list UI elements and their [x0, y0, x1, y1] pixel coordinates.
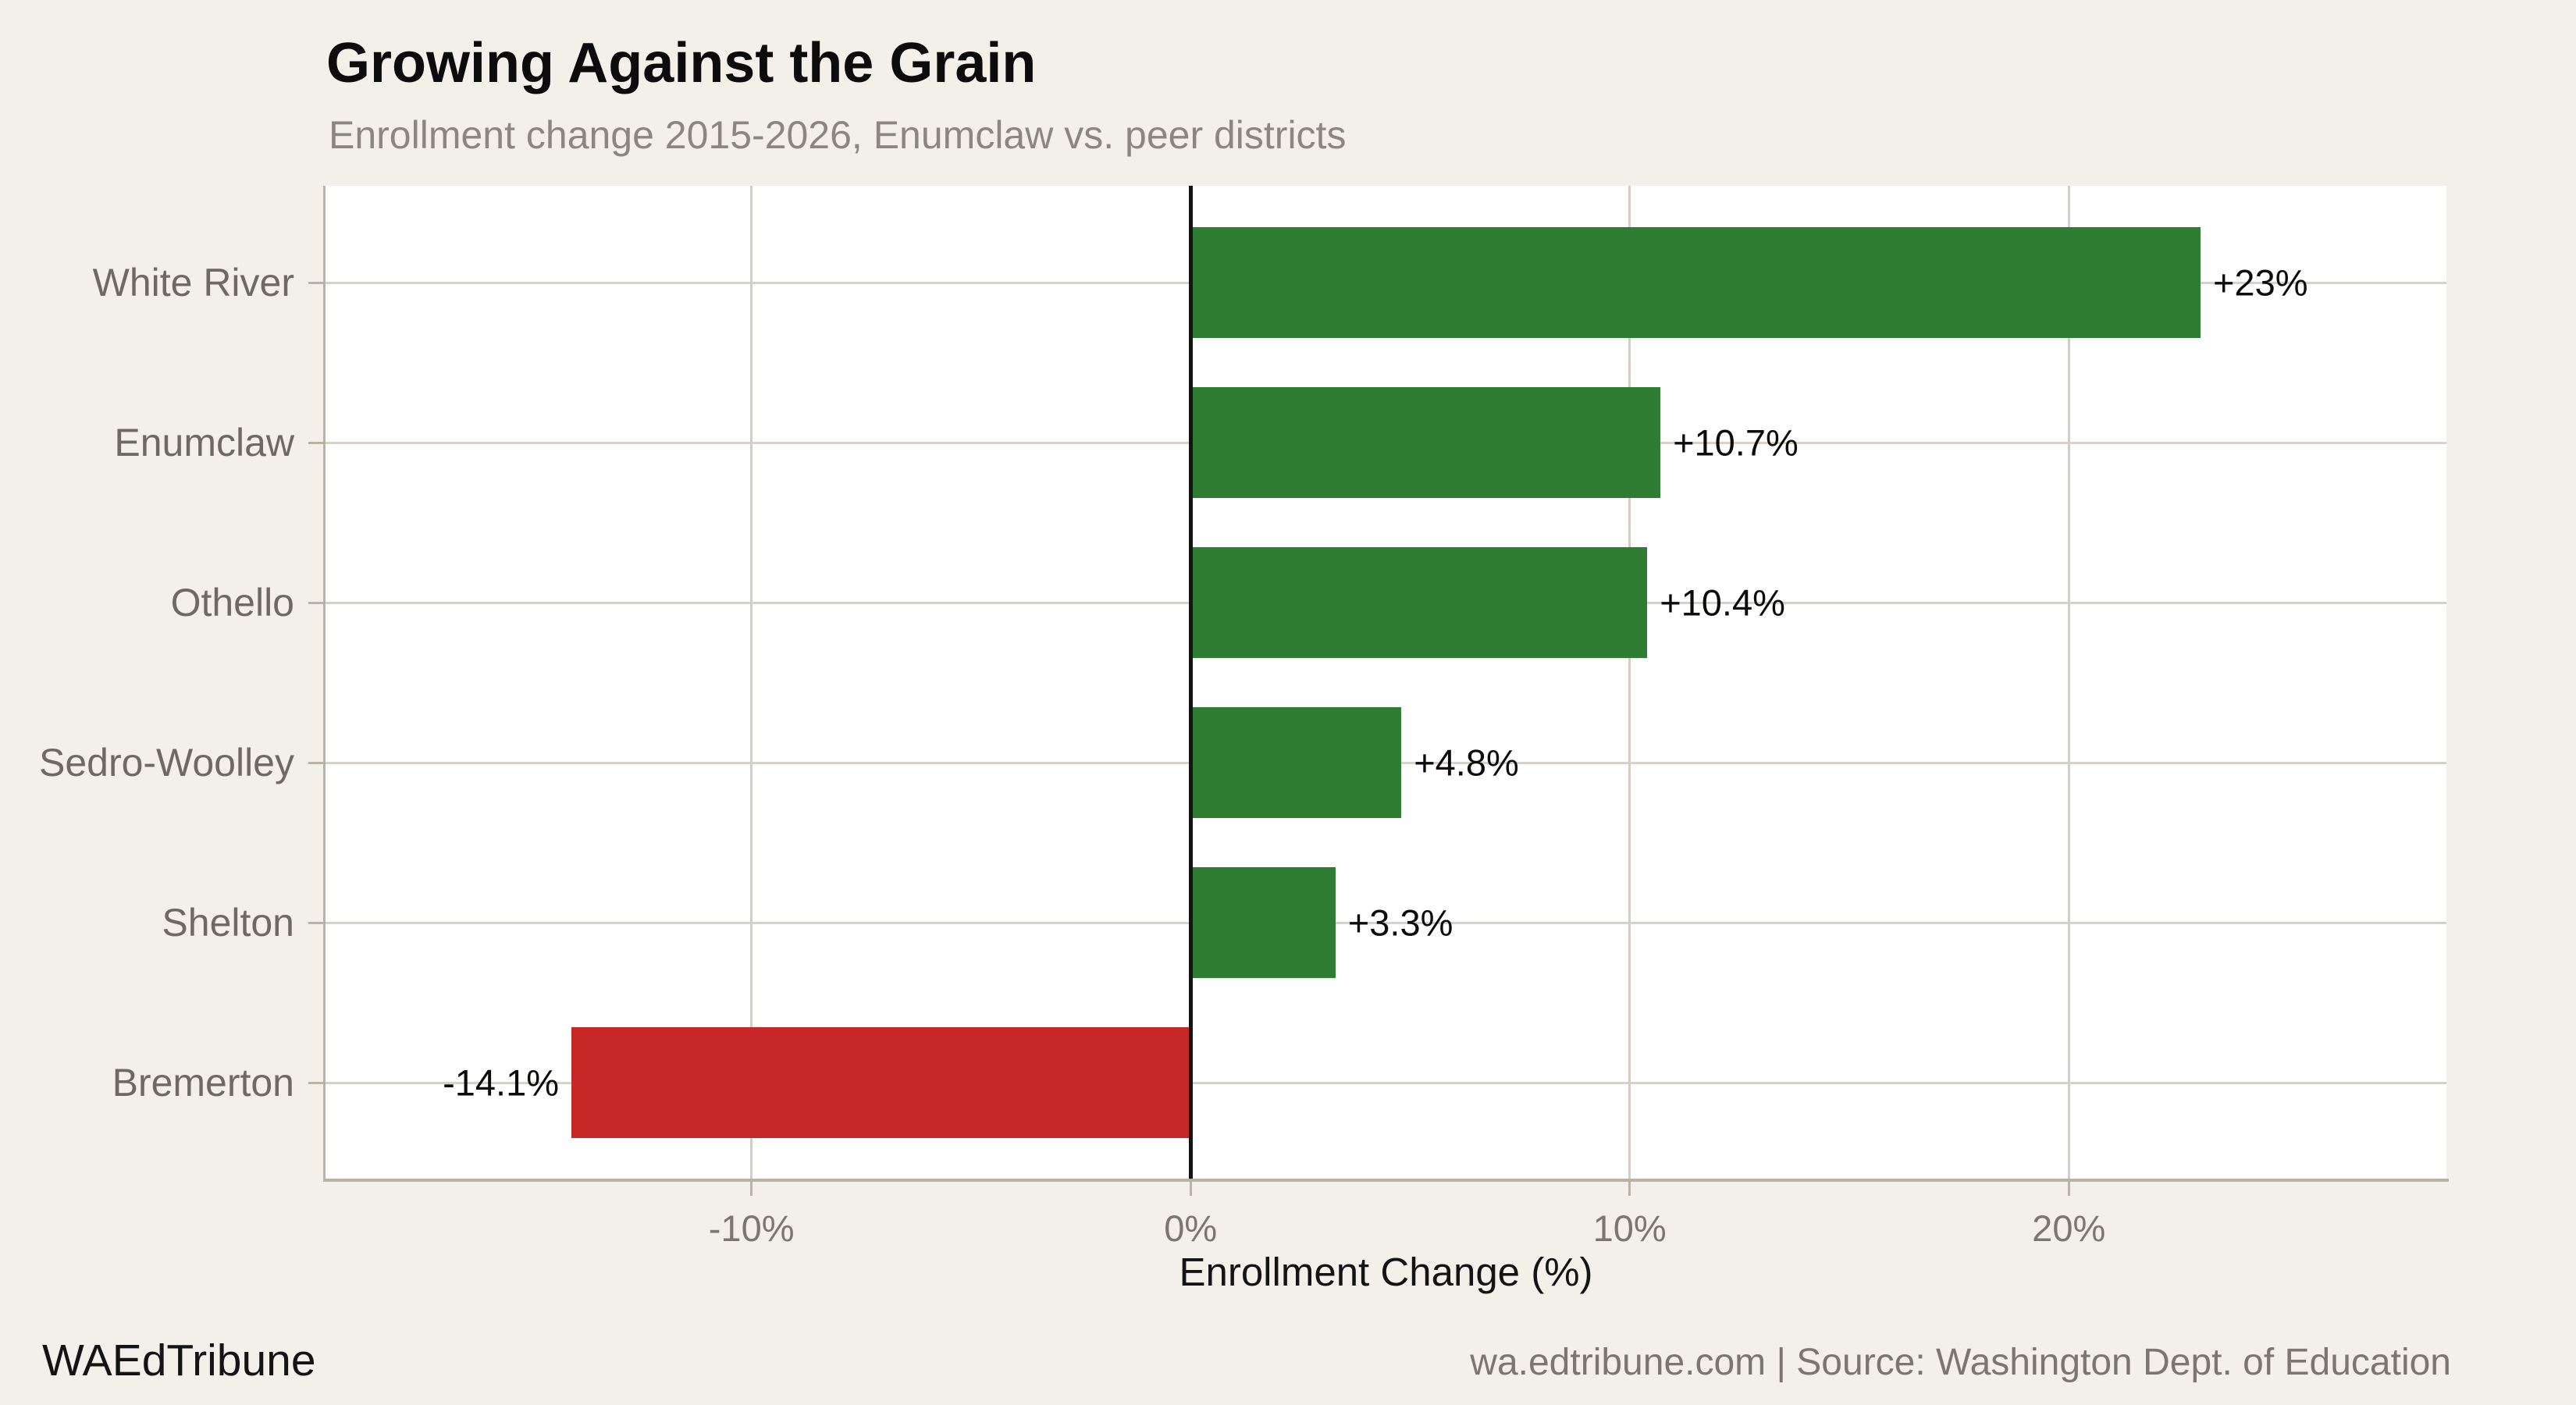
bar-positive [1190, 867, 1336, 978]
source-attribution: wa.edtribune.com | Source: Washington De… [1470, 1342, 2451, 1383]
category-label: Bremerton [112, 1061, 294, 1104]
bar-value-label: +4.8% [1414, 742, 1519, 784]
y-gridline [326, 921, 2446, 924]
x-tick-label: 10% [1592, 1208, 1667, 1249]
zero-reference-line [1188, 186, 1193, 1179]
y-axis-line [323, 186, 326, 1182]
x-gridline [2067, 186, 2070, 1179]
chart-subtitle: Enrollment change 2015-2026, Enumclaw vs… [329, 113, 1347, 157]
y-tick-mark [308, 281, 326, 284]
y-tick-mark [308, 441, 326, 444]
bar-positive [1190, 387, 1661, 498]
y-tick-mark [308, 601, 326, 604]
chart-title: Growing Against the Grain [326, 32, 1037, 94]
plot-panel: -10% 0% 10% 20% White River +23% Enumclaw +10.7… [39, 186, 2446, 1249]
x-tick-label: 0% [1164, 1208, 1218, 1249]
x-tick-label: 20% [2032, 1208, 2106, 1249]
bar-value-label: +3.3% [1347, 902, 1453, 944]
publisher-logo-text: WAEdTribune [42, 1336, 316, 1385]
y-tick-mark [308, 1081, 326, 1084]
x-tick-label: -10% [708, 1208, 795, 1249]
x-tick-mark [750, 1179, 753, 1196]
category-label: Sedro-Woolley [38, 741, 294, 784]
y-gridline [326, 1081, 2446, 1084]
x-tick-mark [1628, 1179, 1631, 1196]
x-tick-mark [2067, 1179, 2070, 1196]
x-gridline [750, 186, 753, 1179]
bar-negative [571, 1027, 1191, 1138]
y-tick-mark [308, 761, 326, 764]
bar-value-label: +10.4% [1660, 582, 1785, 624]
x-gridline [1628, 186, 1631, 1179]
bar-value-label: +10.7% [1673, 422, 1799, 464]
y-tick-mark [308, 921, 326, 924]
category-label: Enumclaw [114, 421, 294, 464]
bar-value-label: +23% [2212, 261, 2308, 304]
x-axis-title: Enrollment Change (%) [1179, 1250, 1593, 1294]
bar-positive [1190, 707, 1402, 818]
category-label: Shelton [162, 901, 294, 944]
x-axis-line [323, 1179, 2449, 1182]
x-tick-mark [1189, 1179, 1192, 1196]
bar-positive [1190, 227, 2201, 338]
category-label: White River [92, 261, 294, 304]
bar-value-label: -14.1% [443, 1062, 560, 1104]
bar-positive [1190, 547, 1648, 658]
category-label: Othello [170, 581, 294, 624]
